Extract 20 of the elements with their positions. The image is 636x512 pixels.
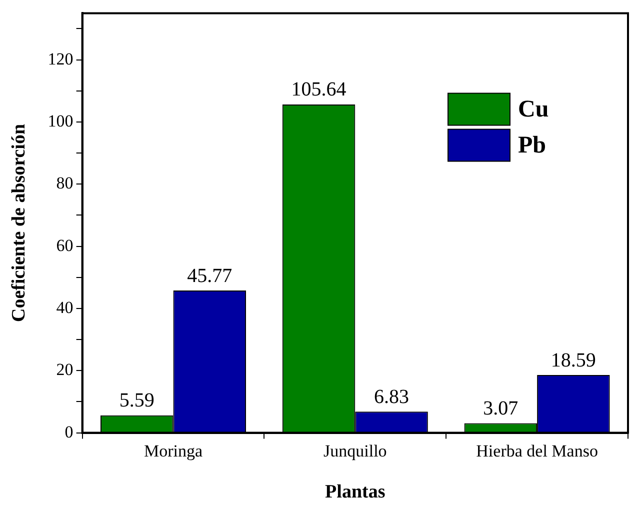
y-tick-label: 60 xyxy=(56,236,74,255)
legend-label: Pb xyxy=(518,132,546,158)
data-label: 3.07 xyxy=(483,398,518,420)
x-tick-label: Junquillo xyxy=(324,441,387,460)
y-tick-label: 20 xyxy=(56,360,74,380)
data-label: 105.64 xyxy=(291,78,346,101)
y-tick-label: 40 xyxy=(56,298,74,317)
legend-label: Cu xyxy=(518,96,549,122)
y-axis-title: Coeficiente de absorción xyxy=(8,124,30,322)
x-tick-label: Moringa xyxy=(144,441,203,460)
y-tick-label: 100 xyxy=(48,111,74,130)
x-tick-label: Hierba del Manso xyxy=(476,441,598,460)
y-tick-label: 80 xyxy=(56,174,74,193)
data-label: 18.59 xyxy=(550,349,596,372)
data-label: 5.59 xyxy=(119,390,154,412)
y-tick-label: 120 xyxy=(48,49,74,68)
x-axis-title: Plantas xyxy=(325,482,386,503)
y-tick-label: 0 xyxy=(64,422,74,442)
data-label: 45.77 xyxy=(187,264,232,287)
data-label: 6.83 xyxy=(374,386,410,408)
